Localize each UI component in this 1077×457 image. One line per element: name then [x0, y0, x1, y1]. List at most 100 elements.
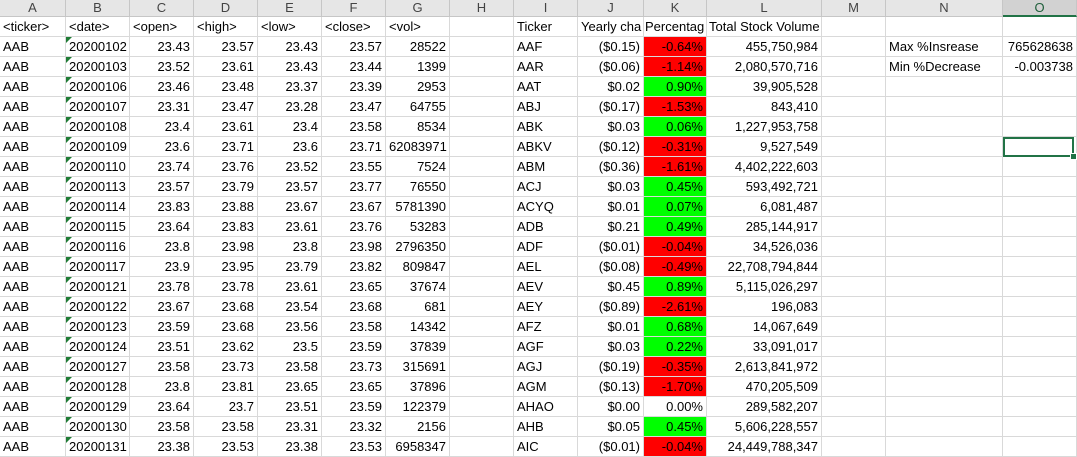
- cell-a4[interactable]: AAB: [0, 77, 66, 97]
- cell-b4[interactable]: 20200106: [66, 77, 130, 97]
- cell-k5[interactable]: -1.53%: [644, 97, 707, 117]
- cell-n13[interactable]: [886, 257, 1003, 277]
- cell-c16[interactable]: 23.59: [130, 317, 194, 337]
- cell-f14[interactable]: 23.65: [322, 277, 386, 297]
- cell-g7[interactable]: 62083971: [386, 137, 450, 157]
- cell-c5[interactable]: 23.31: [130, 97, 194, 117]
- cell-a11[interactable]: AAB: [0, 217, 66, 237]
- cell-j20[interactable]: $0.00: [578, 397, 644, 417]
- cell-j17[interactable]: $0.03: [578, 337, 644, 357]
- cell-o6[interactable]: [1003, 117, 1077, 137]
- cell-h12[interactable]: [450, 237, 514, 257]
- cell-e20[interactable]: 23.51: [258, 397, 322, 417]
- cell-c7[interactable]: 23.6: [130, 137, 194, 157]
- cell-m21[interactable]: [822, 417, 886, 437]
- cell-o12[interactable]: [1003, 237, 1077, 257]
- cell-h6[interactable]: [450, 117, 514, 137]
- cell-i13[interactable]: AEL: [514, 257, 578, 277]
- cell-g18[interactable]: 315691: [386, 357, 450, 377]
- cell-e4[interactable]: 23.37: [258, 77, 322, 97]
- cell-o18[interactable]: [1003, 357, 1077, 377]
- cell-l16[interactable]: 14,067,649: [707, 317, 822, 337]
- cell-f13[interactable]: 23.82: [322, 257, 386, 277]
- cell-e1[interactable]: <low>: [258, 17, 322, 37]
- cell-a21[interactable]: AAB: [0, 417, 66, 437]
- column-header-a[interactable]: A: [0, 0, 66, 17]
- cell-l4[interactable]: 39,905,528: [707, 77, 822, 97]
- cell-a16[interactable]: AAB: [0, 317, 66, 337]
- cell-f2[interactable]: 23.57: [322, 37, 386, 57]
- cell-n14[interactable]: [886, 277, 1003, 297]
- cell-f17[interactable]: 23.59: [322, 337, 386, 357]
- cell-i22[interactable]: AIC: [514, 437, 578, 457]
- column-header-g[interactable]: G: [386, 0, 450, 17]
- cell-m7[interactable]: [822, 137, 886, 157]
- cell-e13[interactable]: 23.79: [258, 257, 322, 277]
- cell-g11[interactable]: 53283: [386, 217, 450, 237]
- cell-o16[interactable]: [1003, 317, 1077, 337]
- cell-o5[interactable]: [1003, 97, 1077, 117]
- cell-c15[interactable]: 23.67: [130, 297, 194, 317]
- cell-a20[interactable]: AAB: [0, 397, 66, 417]
- cell-g14[interactable]: 37674: [386, 277, 450, 297]
- cell-n6[interactable]: [886, 117, 1003, 137]
- cell-j15[interactable]: ($0.89): [578, 297, 644, 317]
- cell-l3[interactable]: 2,080,570,716: [707, 57, 822, 77]
- cell-a10[interactable]: AAB: [0, 197, 66, 217]
- cell-f6[interactable]: 23.58: [322, 117, 386, 137]
- column-header-c[interactable]: C: [130, 0, 194, 17]
- cell-e22[interactable]: 23.38: [258, 437, 322, 457]
- cell-k17[interactable]: 0.22%: [644, 337, 707, 357]
- cell-c12[interactable]: 23.8: [130, 237, 194, 257]
- cell-h8[interactable]: [450, 157, 514, 177]
- cell-n21[interactable]: [886, 417, 1003, 437]
- cell-c14[interactable]: 23.78: [130, 277, 194, 297]
- cell-n16[interactable]: [886, 317, 1003, 337]
- cell-e7[interactable]: 23.6: [258, 137, 322, 157]
- cell-b11[interactable]: 20200115: [66, 217, 130, 237]
- cell-j8[interactable]: ($0.36): [578, 157, 644, 177]
- cell-e12[interactable]: 23.8: [258, 237, 322, 257]
- cell-e8[interactable]: 23.52: [258, 157, 322, 177]
- cell-i20[interactable]: AHAO: [514, 397, 578, 417]
- cell-o20[interactable]: [1003, 397, 1077, 417]
- cell-e15[interactable]: 23.54: [258, 297, 322, 317]
- cell-c4[interactable]: 23.46: [130, 77, 194, 97]
- cell-m2[interactable]: [822, 37, 886, 57]
- cell-c2[interactable]: 23.43: [130, 37, 194, 57]
- cell-h1[interactable]: [450, 17, 514, 37]
- cell-m5[interactable]: [822, 97, 886, 117]
- cell-b2[interactable]: 20200102: [66, 37, 130, 57]
- cell-h4[interactable]: [450, 77, 514, 97]
- cell-k15[interactable]: -2.61%: [644, 297, 707, 317]
- column-header-l[interactable]: L: [707, 0, 822, 17]
- cell-h21[interactable]: [450, 417, 514, 437]
- cell-k20[interactable]: 0.00%: [644, 397, 707, 417]
- cell-g19[interactable]: 37896: [386, 377, 450, 397]
- cell-j3[interactable]: ($0.06): [578, 57, 644, 77]
- cell-j1[interactable]: Yearly cha: [578, 17, 644, 37]
- cell-b16[interactable]: 20200123: [66, 317, 130, 337]
- cell-g20[interactable]: 122379: [386, 397, 450, 417]
- cell-g3[interactable]: 1399: [386, 57, 450, 77]
- cell-g1[interactable]: <vol>: [386, 17, 450, 37]
- cell-h22[interactable]: [450, 437, 514, 457]
- cell-e17[interactable]: 23.5: [258, 337, 322, 357]
- cell-a2[interactable]: AAB: [0, 37, 66, 57]
- summary-value[interactable]: 765628638: [1003, 37, 1077, 57]
- cell-a8[interactable]: AAB: [0, 157, 66, 177]
- cell-k21[interactable]: 0.45%: [644, 417, 707, 437]
- cell-m19[interactable]: [822, 377, 886, 397]
- cell-k10[interactable]: 0.07%: [644, 197, 707, 217]
- cell-i15[interactable]: AEY: [514, 297, 578, 317]
- cell-g17[interactable]: 37839: [386, 337, 450, 357]
- cell-m18[interactable]: [822, 357, 886, 377]
- cell-l5[interactable]: 843,410: [707, 97, 822, 117]
- cell-i18[interactable]: AGJ: [514, 357, 578, 377]
- cell-e21[interactable]: 23.31: [258, 417, 322, 437]
- cell-d18[interactable]: 23.73: [194, 357, 258, 377]
- cell-b6[interactable]: 20200108: [66, 117, 130, 137]
- cell-k4[interactable]: 0.90%: [644, 77, 707, 97]
- cell-l18[interactable]: 2,613,841,972: [707, 357, 822, 377]
- cell-b3[interactable]: 20200103: [66, 57, 130, 77]
